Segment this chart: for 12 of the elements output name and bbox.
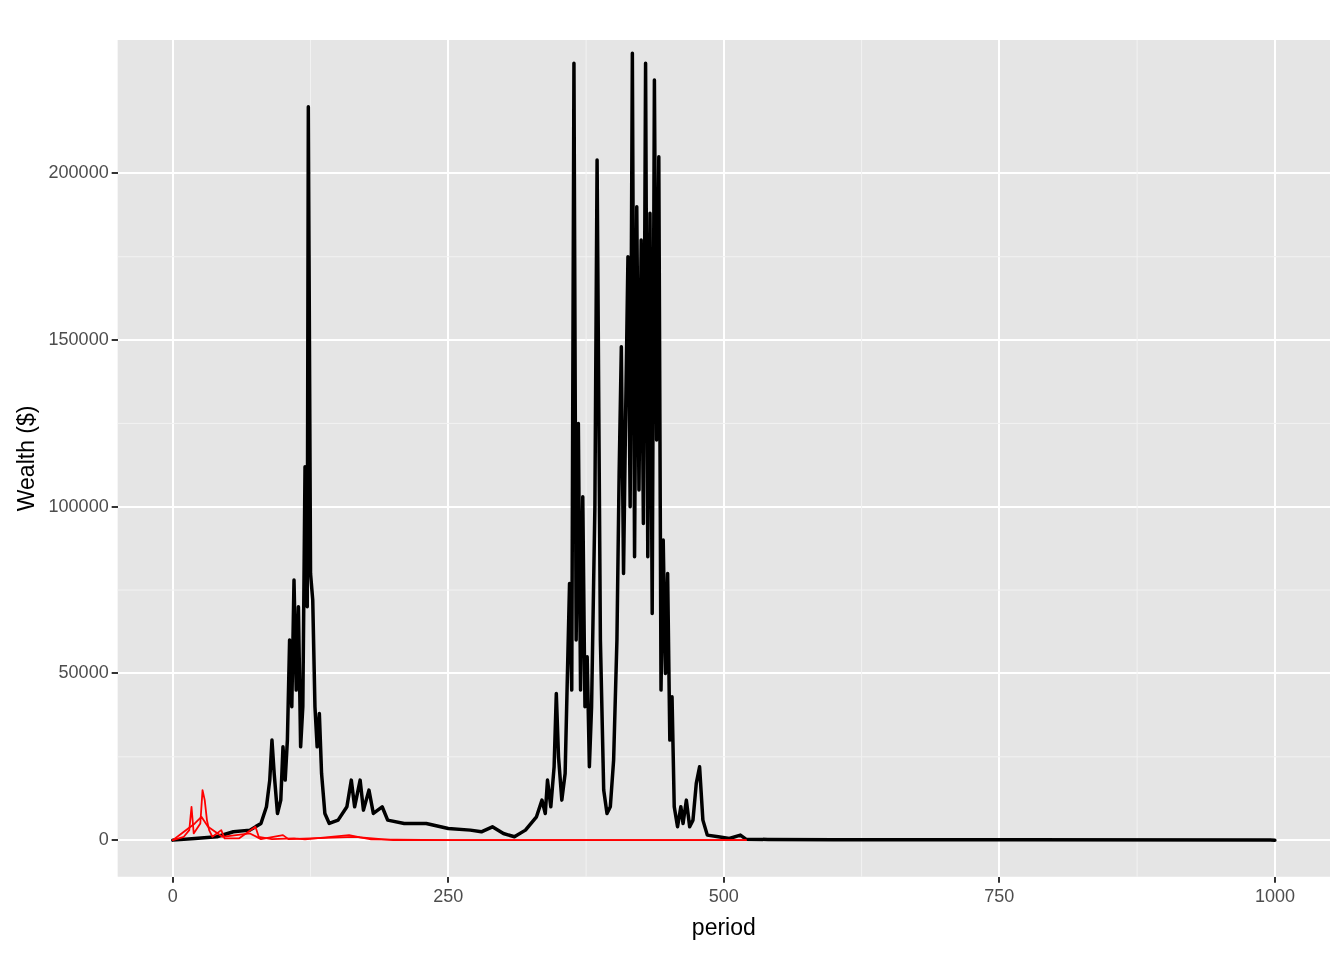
y-axis-title: Wealth ($)	[13, 405, 40, 512]
y-tick-label: 0	[98, 829, 109, 850]
y-tick-label: 100000	[48, 495, 109, 516]
y-tick-label: 150000	[48, 329, 109, 350]
x-tick-label: 0	[167, 885, 178, 906]
y-tick-label: 200000	[48, 162, 109, 183]
x-tick-label: 1000	[1254, 885, 1295, 906]
y-tick-label: 50000	[58, 662, 109, 683]
x-tick-label: 500	[708, 885, 739, 906]
x-tick-label: 250	[433, 885, 464, 906]
x-tick-label: 750	[984, 885, 1015, 906]
x-axis-title: period	[691, 913, 756, 940]
